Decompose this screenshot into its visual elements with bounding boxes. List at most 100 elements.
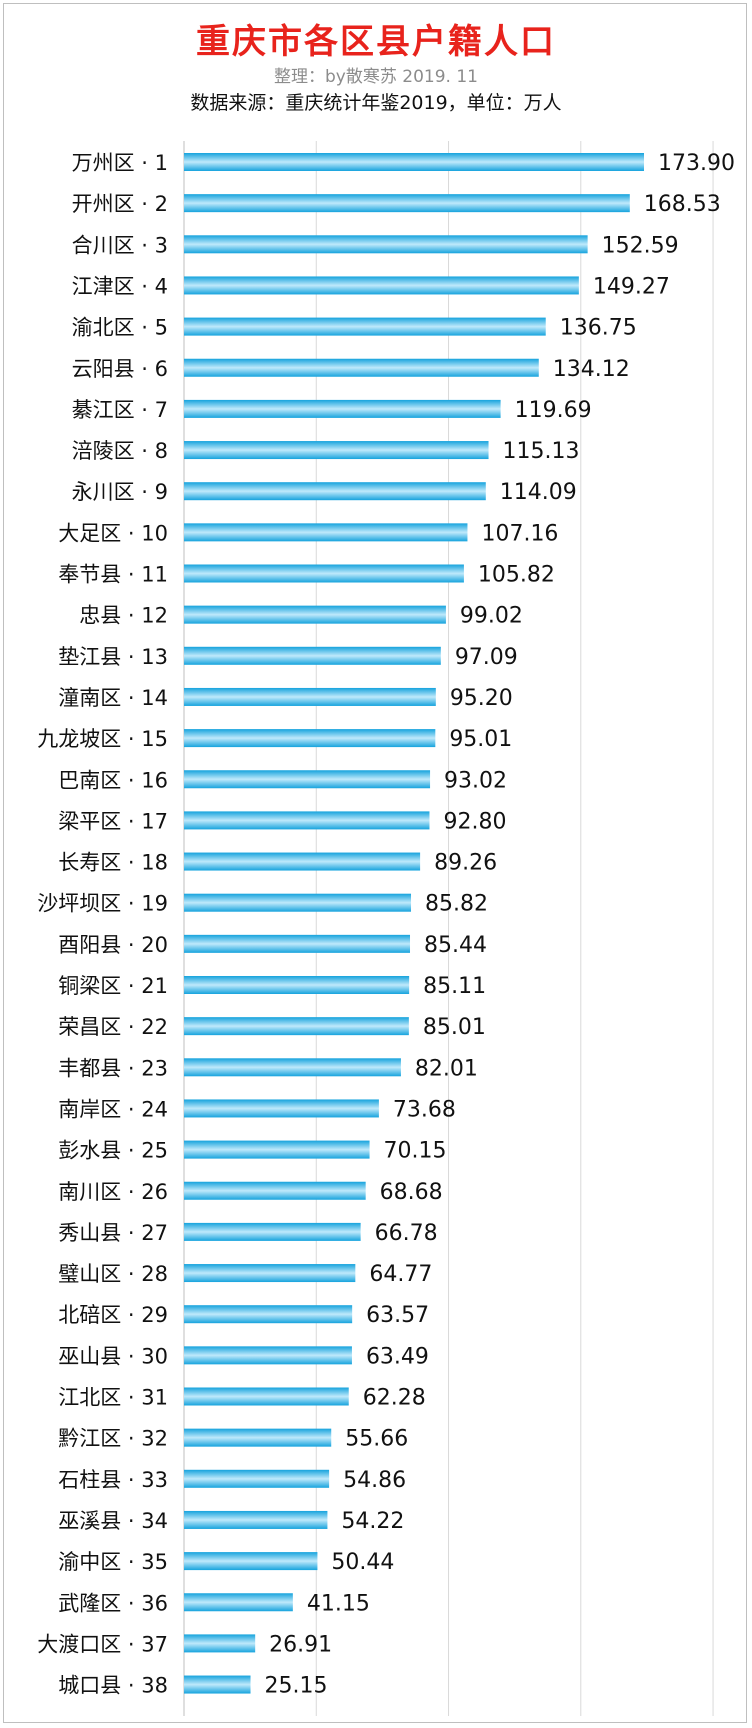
bar-17 bbox=[184, 811, 430, 830]
category-label-35: 渝中区 · 35 bbox=[58, 1550, 168, 1574]
bar-33 bbox=[184, 1469, 330, 1488]
chart-title: 重庆市各区县户籍人口 bbox=[196, 22, 556, 62]
value-label-18: 89.26 bbox=[434, 851, 497, 876]
category-label-1: 万州区 · 1 bbox=[72, 151, 168, 175]
bar-21 bbox=[184, 976, 410, 994]
bar-22 bbox=[184, 1017, 409, 1036]
value-label-25: 70.15 bbox=[384, 1139, 447, 1164]
value-label-21: 85.11 bbox=[423, 974, 486, 999]
bar-10 bbox=[184, 523, 468, 542]
bar-24 bbox=[184, 1099, 379, 1118]
bar-12 bbox=[184, 605, 446, 624]
category-label-16: 巴南区 · 16 bbox=[58, 768, 168, 792]
bar-29 bbox=[184, 1305, 353, 1324]
bar-36 bbox=[184, 1593, 293, 1612]
bar-23 bbox=[184, 1058, 401, 1077]
bar-14 bbox=[184, 687, 436, 706]
value-label-4: 149.27 bbox=[593, 274, 670, 299]
category-label-20: 酉阳县 · 20 bbox=[58, 933, 168, 957]
bars bbox=[184, 153, 644, 1694]
category-label-6: 云阳县 · 6 bbox=[72, 357, 168, 381]
value-label-10: 107.16 bbox=[481, 521, 558, 546]
bar-9 bbox=[184, 482, 486, 501]
value-label-22: 85.01 bbox=[423, 1015, 486, 1040]
bar-5 bbox=[184, 317, 546, 336]
bar-19 bbox=[184, 893, 412, 912]
value-label-3: 152.59 bbox=[602, 233, 679, 258]
value-label-26: 68.68 bbox=[380, 1180, 443, 1205]
category-label-15: 九龙坡区 · 15 bbox=[37, 727, 168, 751]
category-label-28: 璧山区 · 28 bbox=[58, 1262, 168, 1286]
value-label-36: 41.15 bbox=[307, 1591, 370, 1616]
category-label-5: 渝北区 · 5 bbox=[72, 316, 168, 340]
value-label-37: 26.91 bbox=[269, 1632, 332, 1657]
value-label-15: 95.01 bbox=[449, 727, 512, 752]
bar-32 bbox=[184, 1428, 332, 1447]
bar-8 bbox=[184, 441, 489, 460]
category-label-19: 沙坪坝区 · 19 bbox=[37, 892, 168, 916]
bar-6 bbox=[184, 358, 539, 377]
bar-2 bbox=[184, 194, 630, 213]
category-label-13: 垫江县 · 13 bbox=[58, 645, 168, 669]
category-label-3: 合川区 · 3 bbox=[72, 233, 168, 257]
value-label-5: 136.75 bbox=[560, 316, 637, 341]
category-label-31: 江北区 · 31 bbox=[58, 1386, 168, 1410]
bar-35 bbox=[184, 1552, 318, 1571]
category-label-21: 铜梁区 · 21 bbox=[58, 974, 168, 998]
category-label-23: 丰都县 · 23 bbox=[58, 1056, 168, 1080]
value-label-23: 82.01 bbox=[415, 1056, 478, 1081]
bar-37 bbox=[184, 1634, 256, 1653]
value-label-38: 25.15 bbox=[265, 1674, 328, 1699]
value-label-14: 95.20 bbox=[450, 686, 513, 711]
value-label-8: 115.13 bbox=[503, 439, 580, 464]
bar-30 bbox=[184, 1346, 352, 1365]
value-label-6: 134.12 bbox=[553, 357, 630, 382]
category-label-24: 南岸区 · 24 bbox=[58, 1097, 168, 1121]
category-label-34: 巫溪县 · 34 bbox=[58, 1509, 168, 1533]
value-label-31: 62.28 bbox=[363, 1386, 426, 1411]
bar-11 bbox=[184, 564, 464, 583]
category-label-25: 彭水县 · 25 bbox=[58, 1139, 168, 1163]
bar-13 bbox=[184, 646, 441, 665]
category-label-14: 潼南区 · 14 bbox=[58, 686, 168, 710]
value-label-17: 92.80 bbox=[443, 809, 506, 834]
value-label-7: 119.69 bbox=[515, 398, 592, 423]
bar-31 bbox=[184, 1387, 349, 1406]
category-labels: 万州区 · 1 开州区 · 2 合川区 · 3 江津区 · 4 渝北区 · 5 云阳县 ·… bbox=[37, 151, 168, 1698]
value-label-11: 105.82 bbox=[478, 563, 555, 588]
category-label-9: 永川区 · 9 bbox=[72, 480, 168, 504]
value-label-16: 93.02 bbox=[444, 768, 507, 793]
value-label-2: 168.53 bbox=[644, 192, 721, 217]
category-label-29: 北碚区 · 29 bbox=[58, 1303, 168, 1327]
category-label-17: 梁平区 · 17 bbox=[58, 809, 168, 833]
chart-source-note: 数据来源：重庆统计年鉴2019，单位：万人 bbox=[190, 92, 562, 114]
category-label-18: 长寿区 · 18 bbox=[58, 851, 168, 875]
value-label-28: 64.77 bbox=[369, 1262, 432, 1287]
bar-15 bbox=[184, 729, 436, 748]
category-label-27: 秀山县 · 27 bbox=[58, 1221, 168, 1245]
bar-1 bbox=[184, 153, 644, 171]
bar-20 bbox=[184, 934, 411, 953]
value-label-12: 99.02 bbox=[460, 604, 523, 629]
category-label-11: 奉节县 · 11 bbox=[58, 563, 168, 587]
category-label-8: 涪陵区 · 8 bbox=[72, 439, 168, 463]
bar-3 bbox=[184, 235, 588, 254]
value-label-19: 85.82 bbox=[425, 892, 488, 917]
value-labels: 173.90 168.53 152.59 149.27 136.75 134.12 119.… bbox=[265, 151, 735, 1699]
value-label-20: 85.44 bbox=[424, 933, 487, 958]
value-label-30: 63.49 bbox=[366, 1344, 429, 1369]
chart-subtitle: 整理：by散寒苏 2019. 11 bbox=[274, 67, 478, 87]
category-label-30: 巫山县 · 30 bbox=[58, 1344, 168, 1368]
bar-25 bbox=[184, 1140, 370, 1159]
value-label-33: 54.86 bbox=[343, 1468, 406, 1493]
category-label-12: 忠县 · 12 bbox=[79, 604, 168, 628]
bar-34 bbox=[184, 1510, 328, 1529]
value-label-27: 66.78 bbox=[375, 1221, 438, 1246]
category-label-36: 武隆区 · 36 bbox=[58, 1591, 168, 1615]
category-label-7: 綦江区 · 7 bbox=[72, 398, 168, 422]
bar-26 bbox=[184, 1181, 366, 1200]
value-label-34: 54.22 bbox=[341, 1509, 404, 1534]
category-label-22: 荣昌区 · 22 bbox=[58, 1015, 168, 1039]
category-label-4: 江津区 · 4 bbox=[72, 274, 168, 298]
